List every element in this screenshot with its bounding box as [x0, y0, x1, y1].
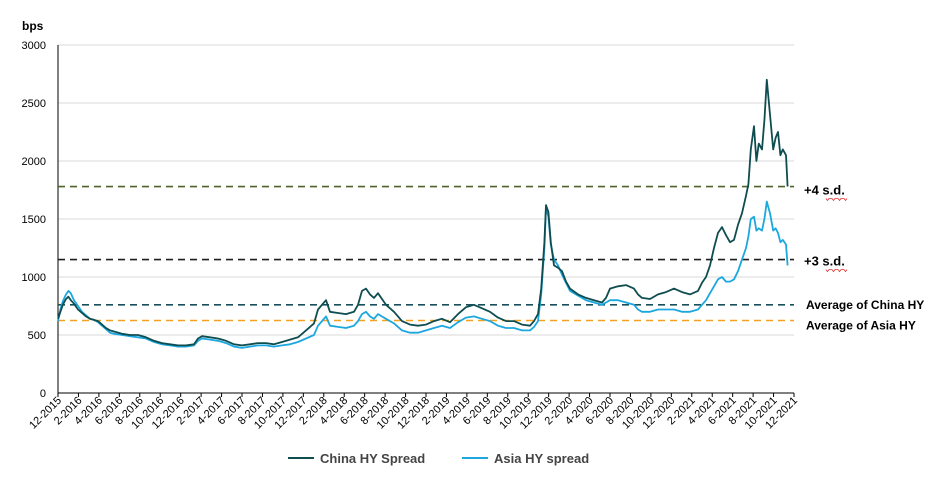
y-tick-label: 3000	[22, 40, 46, 52]
series-line	[57, 78, 789, 347]
y-tick-label: 2000	[22, 156, 46, 168]
x-axis-ticks: 12-20152-20164-20166-20168-201610-201612…	[27, 393, 800, 432]
y-tick-label: 2500	[22, 98, 46, 110]
y-tick-label: 1000	[22, 272, 46, 284]
reference-line-label: +4 s.d.	[804, 183, 845, 198]
reference-line-labels: +4 s.d. +3 s.d. Average of China HY Average…	[804, 183, 924, 333]
reference-lines	[58, 185, 794, 322]
y-tick-label: 500	[28, 330, 46, 342]
spellcheck-underline	[825, 198, 848, 202]
series-lines	[57, 78, 789, 349]
y-tick-label: 1500	[22, 214, 46, 226]
reference-line-label: Average of Asia HY	[806, 319, 916, 333]
y-tick-label: 0	[40, 388, 46, 400]
y-axis-ticks: 0 500 1000 1500 2000 2500 3000	[22, 40, 46, 400]
gridlines	[58, 44, 794, 336]
series-line	[57, 200, 789, 349]
legend: China HY Spread Asia HY spread	[288, 451, 589, 466]
y-axis-unit-label: bps	[22, 19, 44, 33]
legend-label: Asia HY spread	[494, 451, 589, 466]
reference-line-label: +3 s.d.	[804, 254, 845, 269]
legend-label: China HY Spread	[320, 451, 425, 466]
spellcheck-underline	[825, 269, 848, 273]
reference-line-label: Average of China HY	[806, 298, 924, 312]
